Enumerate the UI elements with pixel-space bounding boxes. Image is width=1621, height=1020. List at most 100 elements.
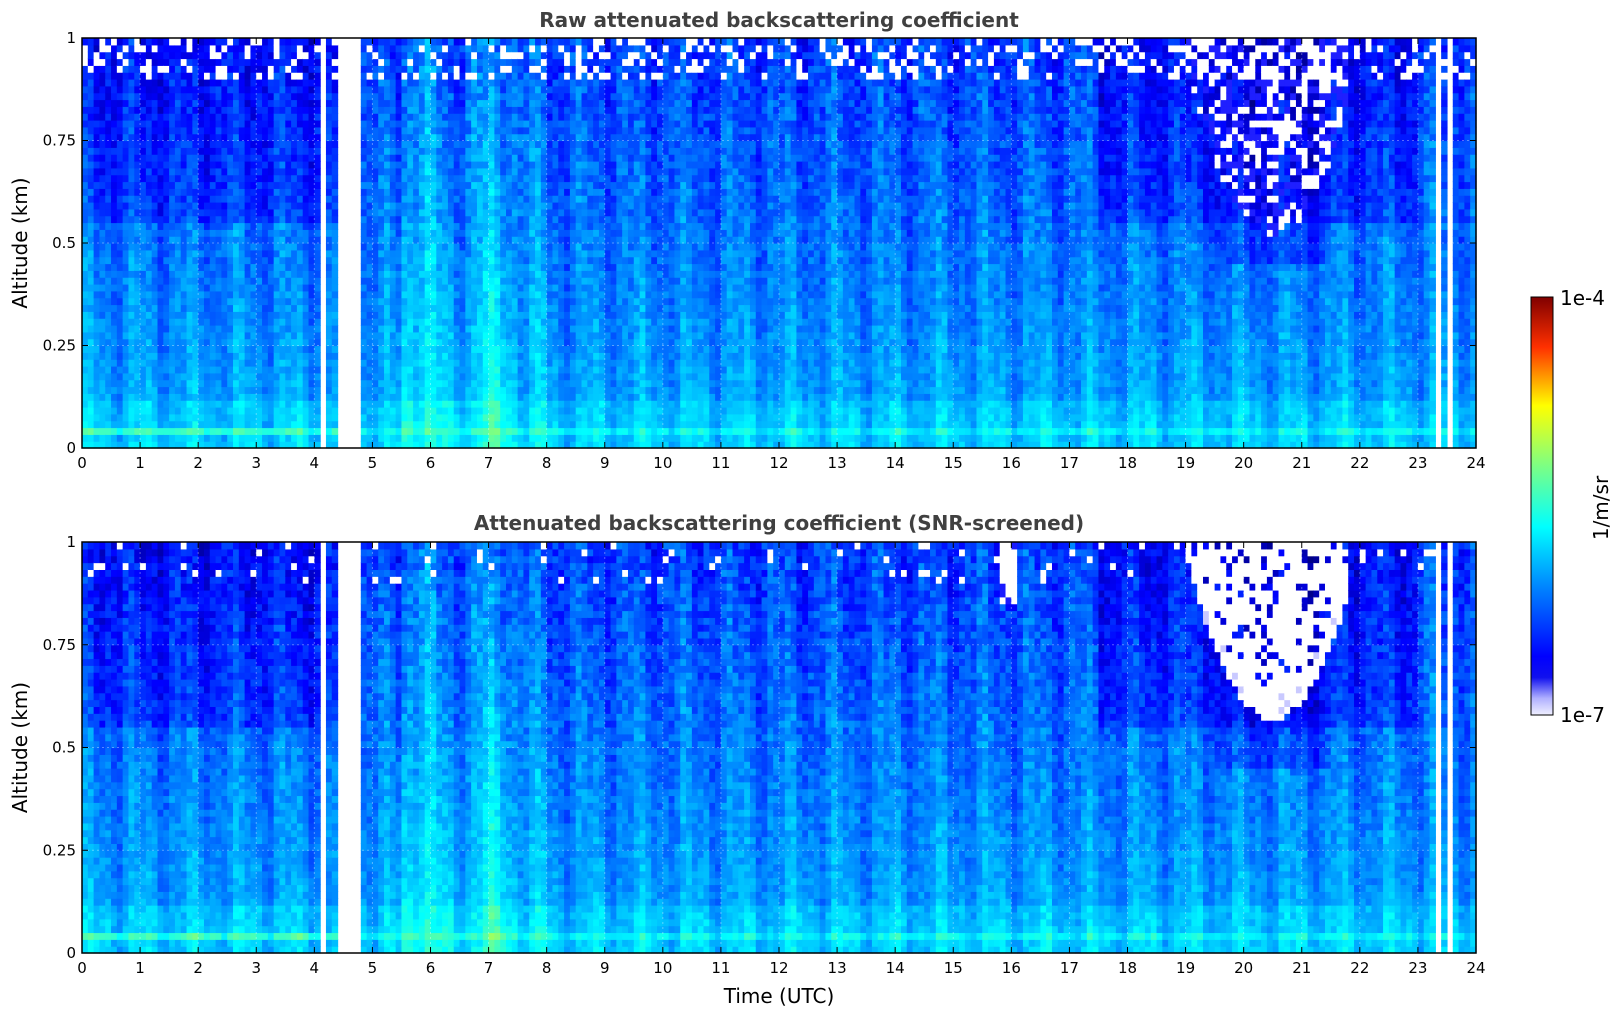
heatmap-cell xyxy=(291,407,298,415)
heatmap-cell xyxy=(476,38,484,46)
heatmap-cell xyxy=(488,85,495,94)
heatmap-cell xyxy=(552,181,559,189)
heatmap-cell xyxy=(389,188,397,196)
heatmap-cell xyxy=(523,249,530,258)
heatmap-cell xyxy=(140,38,147,46)
heatmap-cell xyxy=(395,413,403,422)
heatmap-cell xyxy=(82,99,89,107)
heatmap-cell xyxy=(186,140,193,148)
heatmap-cell xyxy=(169,263,176,271)
heatmap-cell xyxy=(128,208,135,217)
heatmap-cell xyxy=(285,99,292,107)
heatmap-cell xyxy=(134,65,141,73)
heatmap-cell xyxy=(575,126,583,135)
heatmap-cell xyxy=(459,195,466,203)
heatmap-cell xyxy=(262,386,269,394)
heatmap-cell xyxy=(523,263,530,271)
heatmap-cell xyxy=(447,325,455,333)
heatmap-cell xyxy=(302,38,310,46)
heatmap-cell xyxy=(192,297,199,306)
heatmap-cell xyxy=(105,420,112,429)
heatmap-cell xyxy=(494,195,501,203)
heatmap-cell xyxy=(302,263,310,271)
heatmap-cell xyxy=(384,311,391,319)
heatmap-cell xyxy=(535,161,542,169)
heatmap-cell xyxy=(169,58,176,66)
heatmap-cell xyxy=(482,65,490,73)
heatmap-cell xyxy=(169,393,176,401)
heatmap-cell xyxy=(407,51,414,60)
heatmap-cell xyxy=(233,92,240,101)
heatmap-cell xyxy=(122,311,130,319)
heatmap-cell xyxy=(87,147,95,155)
heatmap-cell xyxy=(209,222,217,230)
heatmap-cell xyxy=(424,161,432,169)
heatmap-cell xyxy=(575,318,583,326)
heatmap-cell xyxy=(273,345,281,353)
heatmap-cell xyxy=(424,352,432,360)
heatmap-cell xyxy=(581,161,588,169)
heatmap-cell xyxy=(482,297,490,306)
heatmap-cell xyxy=(430,140,437,148)
heatmap-cell xyxy=(151,188,159,196)
heatmap-cell xyxy=(198,372,205,381)
heatmap-cell xyxy=(413,154,420,162)
heatmap-cell xyxy=(325,427,333,435)
heatmap-cell xyxy=(209,161,217,169)
heatmap-cell xyxy=(215,174,222,183)
heatmap-cell xyxy=(186,243,193,251)
heatmap-cell xyxy=(476,188,484,196)
heatmap-cell xyxy=(82,345,89,353)
heatmap-cell xyxy=(511,85,519,94)
heatmap-cell xyxy=(395,345,403,353)
heatmap-cell xyxy=(302,386,310,394)
heatmap-cell xyxy=(453,215,461,224)
heatmap-cell xyxy=(209,366,217,374)
heatmap-cell xyxy=(430,85,437,94)
heatmap-cell xyxy=(122,270,130,278)
heatmap-cell xyxy=(209,215,217,224)
heatmap-cell xyxy=(163,44,170,53)
heatmap-cell xyxy=(558,393,565,401)
heatmap-cell xyxy=(540,256,548,265)
heatmap-cell xyxy=(198,290,205,299)
heatmap-cell xyxy=(331,325,339,333)
heatmap-cell xyxy=(540,284,548,292)
heatmap-cell xyxy=(325,393,333,401)
heatmap-cell xyxy=(244,195,252,203)
heatmap-cell xyxy=(134,304,141,312)
heatmap-cell xyxy=(273,99,281,107)
heatmap-cell xyxy=(215,65,222,73)
heatmap-cell xyxy=(384,188,391,196)
heatmap-cell xyxy=(93,290,101,299)
heatmap-cell xyxy=(552,167,559,176)
heatmap-cell xyxy=(488,318,495,326)
heatmap-cell xyxy=(558,161,565,169)
heatmap-cell xyxy=(267,154,275,162)
heatmap-cell xyxy=(221,174,228,183)
heatmap-cell xyxy=(192,44,199,53)
heatmap-cell xyxy=(517,92,525,101)
heatmap-cell xyxy=(453,290,461,299)
heatmap-cell xyxy=(523,325,530,333)
heatmap-cell xyxy=(465,304,472,312)
heatmap-cell xyxy=(372,85,379,94)
heatmap-cell xyxy=(186,222,193,230)
heatmap-cell xyxy=(186,72,193,80)
heatmap-cell xyxy=(116,65,124,73)
heatmap-cell xyxy=(262,174,269,183)
heatmap-cell xyxy=(233,147,240,155)
heatmap-cell xyxy=(395,407,403,415)
heatmap-cell xyxy=(221,372,228,381)
heatmap-cell xyxy=(453,407,461,415)
heatmap-cell xyxy=(314,311,321,319)
heatmap-cell xyxy=(209,290,217,299)
heatmap-cell xyxy=(546,202,554,210)
heatmap-cell xyxy=(459,338,466,347)
heatmap-cell xyxy=(413,263,420,271)
heatmap-cell xyxy=(413,318,420,326)
heatmap-cell xyxy=(157,147,164,155)
heatmap-cell xyxy=(134,202,141,210)
heatmap-cell xyxy=(569,359,577,367)
heatmap-cell xyxy=(145,284,153,292)
